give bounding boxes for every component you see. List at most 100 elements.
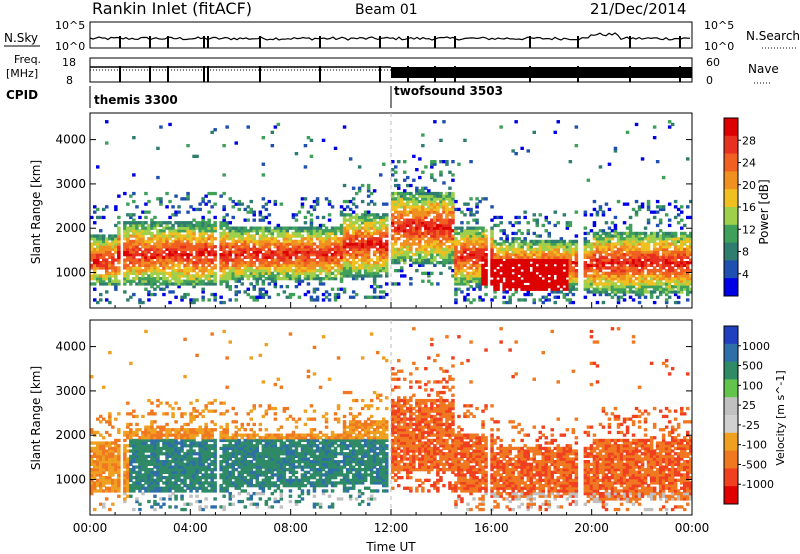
power-cell-375 (144, 239, 148, 244)
power-cell-6 (90, 255, 94, 259)
power-cell-1300 (264, 242, 269, 246)
power-cell-2229 (391, 215, 395, 220)
power-cell-1399 (279, 258, 284, 262)
velocity-cell-40 (96, 484, 100, 488)
power-cell-4092 (640, 274, 645, 278)
velocity-cell-186 (117, 486, 121, 490)
power-cell-1753 (327, 250, 332, 254)
power-cell-3685 (589, 274, 594, 278)
power-cell-151 (114, 287, 118, 291)
power-cell-446 (153, 247, 157, 251)
power-cell-3489 (553, 245, 557, 249)
power-cell-3257 (520, 253, 524, 257)
power-cell-372 (144, 247, 148, 251)
velocity-cell-66 (99, 470, 103, 474)
power-cell-34 (93, 221, 97, 225)
power-cell-2963 (475, 234, 479, 238)
power-cell-3934 (619, 234, 624, 238)
power-cell-1083 (234, 141, 238, 145)
power-cell-2531 (427, 279, 431, 283)
power-cell-3901 (616, 261, 621, 265)
power-cell-1945 (351, 197, 356, 201)
power-ytick-label-2: 3000 (55, 177, 86, 191)
power-cell-4328 (670, 290, 675, 294)
velocity-cell-339 (138, 452, 142, 456)
power-cell-1265 (261, 266, 266, 270)
power-cell-663 (180, 239, 184, 244)
power-cell-3715 (592, 237, 597, 241)
power-cell-2318 (400, 191, 404, 196)
velocity-cell-332 (138, 470, 142, 474)
power-cell-144 (111, 253, 115, 257)
power-cell-566 (168, 234, 172, 238)
power-cell-861 (204, 229, 208, 233)
power-cell-495 (159, 237, 163, 241)
power-cell-584 (171, 255, 175, 259)
power-cell-426 (150, 237, 154, 241)
power-cell-2623 (436, 245, 440, 249)
power-cell-2547 (427, 213, 431, 217)
power-cell-142 (111, 258, 115, 262)
power-cell-932 (213, 226, 217, 230)
power-cell-1914 (348, 215, 353, 220)
power-cell-1495 (294, 269, 299, 273)
power-cell-4241 (658, 247, 663, 251)
power-cell-718 (186, 197, 190, 201)
power-cell-4221 (655, 231, 660, 236)
power-cell-803 (198, 247, 202, 251)
power-cell-4460 (686, 247, 690, 251)
power-cell-695 (186, 279, 190, 283)
power-cell-602 (174, 274, 178, 278)
power-cell-2990 (478, 245, 482, 249)
power-cell-1173 (249, 271, 253, 275)
velocity-cell-79 (99, 420, 103, 424)
power-cell-1662 (315, 255, 320, 259)
power-cell-1608 (309, 271, 314, 275)
power-cell-3417 (544, 274, 548, 278)
power-cell-361 (144, 279, 148, 283)
power-cell-1039 (231, 274, 235, 278)
power-cell-1408 (279, 229, 284, 233)
power-cell-1450 (285, 234, 290, 238)
power-cell-2777 (451, 173, 455, 177)
power-cell-3072 (493, 277, 497, 281)
power-cell-2288 (397, 199, 401, 204)
power-cell-1838 (339, 231, 344, 236)
power-cell-548 (165, 205, 169, 209)
power-cell-4450 (686, 277, 690, 281)
power-cell-3980 (625, 231, 630, 236)
power-cell-1839 (339, 229, 344, 233)
power-cell-619 (174, 213, 178, 217)
power-cell-2912 (469, 237, 473, 241)
power-cell-1327 (267, 229, 272, 233)
power-cell-889 (207, 199, 211, 204)
power-cell-2894 (466, 221, 470, 225)
power-cell-2467 (418, 205, 422, 209)
velocity-cell-65 (99, 473, 103, 477)
power-cell-3400 (541, 261, 545, 265)
power-cell-1065 (234, 271, 238, 275)
velocity-cell-229 (123, 430, 127, 435)
power-cell-754 (192, 266, 196, 270)
power-cell-2945 (475, 285, 479, 289)
power-cell-4426 (683, 279, 687, 283)
power-cell-1683 (318, 258, 323, 262)
power-cell-277 (132, 242, 136, 246)
power-cell-3202 (514, 287, 518, 291)
power-cell-1789 (333, 258, 338, 262)
power-cell-3935 (619, 231, 624, 236)
power-cell-3987 (628, 285, 633, 289)
power-cell-1934 (351, 239, 356, 244)
power-cell-2429 (415, 226, 419, 230)
power-cell-3880 (613, 234, 618, 238)
power-cell-3639 (583, 295, 588, 299)
power-cell-143 (111, 255, 115, 259)
power-cell-3141 (505, 290, 509, 294)
power-cell-4422 (680, 205, 684, 209)
power-cell-4408 (680, 258, 684, 262)
power-cell-3220 (514, 231, 518, 236)
power-cell-4313 (667, 261, 672, 265)
power-cell-970 (222, 263, 226, 267)
power-cell-1244 (258, 258, 263, 262)
power-cell-3595 (568, 245, 573, 249)
